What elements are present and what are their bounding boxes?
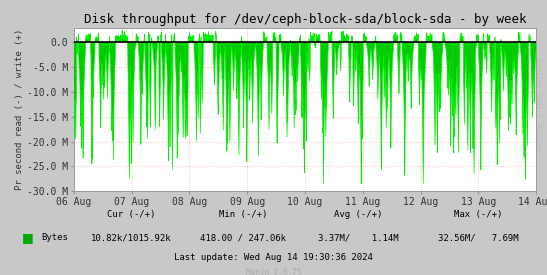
Text: Avg (-/+): Avg (-/+) <box>334 210 382 219</box>
Text: RRDTOOL / TOBI OETIKER: RRDTOOL / TOBI OETIKER <box>538 58 544 151</box>
Text: 418.00 / 247.06k: 418.00 / 247.06k <box>200 233 287 242</box>
Text: Min (-/+): Min (-/+) <box>219 210 267 219</box>
Text: 10.82k/1015.92k: 10.82k/1015.92k <box>91 233 172 242</box>
Text: 3.37M/    1.14M: 3.37M/ 1.14M <box>318 233 399 242</box>
Y-axis label: Pr second read (-) / write (+): Pr second read (-) / write (+) <box>15 29 25 190</box>
Text: Last update: Wed Aug 14 19:30:36 2024: Last update: Wed Aug 14 19:30:36 2024 <box>174 253 373 262</box>
Text: Munin 2.0.75: Munin 2.0.75 <box>246 268 301 275</box>
Text: ■: ■ <box>22 231 33 244</box>
Text: Max (-/+): Max (-/+) <box>455 210 503 219</box>
Text: Bytes: Bytes <box>41 233 68 242</box>
Title: Disk throughput for /dev/ceph-block-sda/block-sda - by week: Disk throughput for /dev/ceph-block-sda/… <box>84 13 526 26</box>
Text: 32.56M/   7.69M: 32.56M/ 7.69M <box>438 233 519 242</box>
Text: Cur (-/+): Cur (-/+) <box>107 210 155 219</box>
